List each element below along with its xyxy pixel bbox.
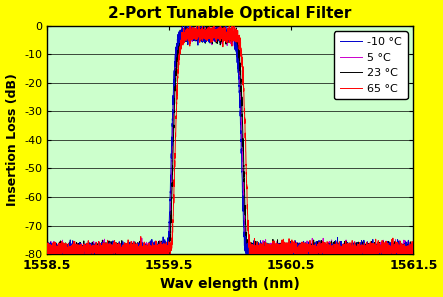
5 °C [283, 247, 288, 250]
23 °C [44, 249, 50, 252]
5 °C [411, 252, 416, 256]
65 °C [346, 252, 351, 256]
65 °C [45, 252, 50, 256]
-10 °C [111, 247, 117, 251]
23 °C [346, 247, 351, 251]
65 °C [264, 250, 269, 254]
5 °C [44, 248, 50, 252]
65 °C [111, 245, 117, 249]
5 °C [111, 239, 117, 243]
Title: 2-Port Tunable Optical Filter: 2-Port Tunable Optical Filter [109, 6, 352, 20]
23 °C [111, 245, 117, 249]
-10 °C [346, 250, 351, 253]
5 °C [264, 248, 269, 252]
23 °C [184, 29, 190, 32]
5 °C [184, 24, 189, 28]
Line: 65 °C: 65 °C [47, 26, 413, 254]
23 °C [411, 249, 416, 253]
65 °C [184, 32, 190, 36]
23 °C [46, 252, 51, 256]
Legend: -10 °C, 5 °C, 23 °C, 65 °C: -10 °C, 5 °C, 23 °C, 65 °C [334, 31, 408, 99]
-10 °C [184, 34, 190, 38]
-10 °C [264, 242, 269, 246]
65 °C [44, 250, 50, 254]
23 °C [283, 246, 288, 250]
5 °C [318, 244, 323, 247]
Line: 5 °C: 5 °C [47, 26, 413, 254]
-10 °C [180, 24, 185, 28]
23 °C [318, 249, 323, 253]
65 °C [283, 251, 288, 254]
Y-axis label: Insertion Loss (dB): Insertion Loss (dB) [6, 74, 19, 206]
23 °C [201, 24, 206, 28]
-10 °C [283, 252, 288, 256]
65 °C [187, 24, 193, 28]
Line: 23 °C: 23 °C [47, 26, 413, 254]
-10 °C [44, 242, 50, 246]
-10 °C [318, 247, 323, 251]
-10 °C [411, 251, 416, 254]
Line: -10 °C: -10 °C [47, 26, 413, 254]
-10 °C [45, 252, 50, 256]
5 °C [45, 252, 51, 256]
X-axis label: Wav elength (nm): Wav elength (nm) [160, 277, 300, 291]
23 °C [264, 241, 269, 245]
65 °C [411, 249, 416, 253]
5 °C [346, 246, 351, 249]
65 °C [318, 252, 323, 256]
5 °C [184, 33, 190, 36]
